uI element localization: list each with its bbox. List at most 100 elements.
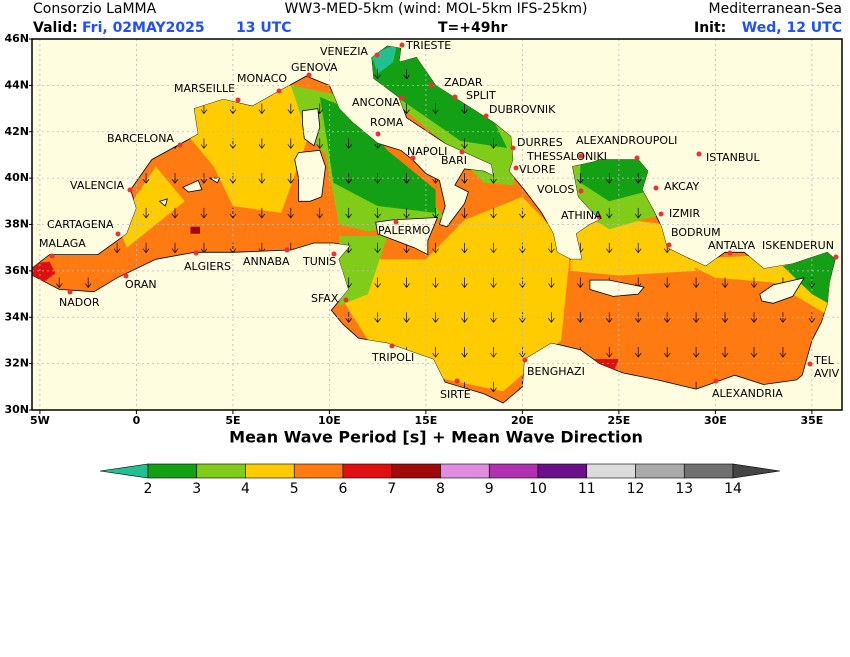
city-dot bbox=[306, 72, 312, 78]
direction-arrow bbox=[490, 277, 497, 289]
colorbar-bin bbox=[391, 463, 441, 479]
x-tick-label: 35E bbox=[800, 414, 823, 427]
direction-arrow bbox=[200, 138, 208, 149]
colorbar-label: 6 bbox=[339, 481, 348, 497]
wave-zone bbox=[371, 46, 397, 74]
city-label: ALGIERS bbox=[184, 260, 231, 273]
city-dot bbox=[331, 251, 337, 257]
city-dot bbox=[49, 253, 55, 259]
direction-arrow bbox=[258, 138, 266, 149]
city-dot bbox=[452, 94, 458, 100]
city-label: BARCELONA bbox=[107, 132, 174, 145]
city-label: THESSALONIKI bbox=[526, 150, 607, 163]
direction-arrow bbox=[605, 347, 613, 358]
city-label: DUBROVNIK bbox=[489, 103, 556, 116]
city-dot bbox=[727, 250, 733, 256]
city-label: ISTANBUL bbox=[706, 151, 760, 164]
direction-arrow bbox=[634, 207, 642, 219]
x-tick-label: 5W bbox=[30, 414, 50, 427]
direction-arrow bbox=[577, 312, 584, 323]
city-label: BENGHAZI bbox=[527, 365, 585, 378]
city-label: SPLIT bbox=[466, 89, 496, 102]
direction-arrow bbox=[548, 242, 555, 254]
wave-zone bbox=[319, 97, 436, 213]
colorbar-label: 3 bbox=[192, 481, 201, 497]
city-dot bbox=[127, 187, 133, 193]
y-tick-label: 34N bbox=[4, 310, 29, 323]
city-dot bbox=[115, 231, 121, 237]
colorbar-bin bbox=[147, 463, 198, 479]
city-label: ALEXANDROUPOLI bbox=[576, 134, 677, 147]
wave-zone bbox=[339, 196, 571, 392]
direction-arrow bbox=[490, 347, 497, 358]
city-label: VALENCIA bbox=[70, 179, 125, 192]
direction-arrow bbox=[432, 103, 439, 115]
city-label: ANNABA bbox=[243, 255, 290, 268]
x-tick-label: 10E bbox=[318, 414, 341, 427]
city-dot bbox=[410, 155, 416, 161]
direction-arrow bbox=[200, 207, 208, 219]
y-tick-label: 38N bbox=[4, 218, 29, 231]
island bbox=[158, 198, 168, 207]
colorbar-label: 5 bbox=[290, 481, 299, 497]
y-tick-label: 30N bbox=[4, 403, 29, 416]
city-dot bbox=[193, 250, 199, 256]
direction-arrow bbox=[663, 347, 671, 358]
city-dot bbox=[513, 165, 519, 171]
direction-arrow bbox=[403, 277, 410, 289]
colorbar-bin bbox=[586, 463, 636, 479]
city-dot bbox=[833, 254, 839, 260]
island bbox=[375, 217, 439, 256]
city-label: VENEZIA bbox=[320, 45, 368, 58]
map-title: Mean Wave Period [s] + Mean Wave Directi… bbox=[229, 428, 643, 447]
city-label: CARTAGENA bbox=[47, 218, 114, 231]
city-dot bbox=[399, 42, 405, 48]
colorbar-label: 11 bbox=[578, 481, 596, 497]
direction-arrow bbox=[287, 207, 295, 219]
colorbar-label: 8 bbox=[436, 481, 445, 497]
city-dot bbox=[67, 289, 73, 295]
direction-arrow bbox=[345, 138, 352, 149]
direction-arrow bbox=[403, 68, 410, 80]
island bbox=[181, 179, 203, 193]
x-tick-label: 0 bbox=[133, 414, 141, 427]
wave-zone bbox=[184, 85, 311, 213]
city-label: SIRTE bbox=[440, 388, 471, 401]
colorbar-bin bbox=[342, 463, 393, 479]
model: WW3-MED-5km (wind: MOL-5km IFS-25km) bbox=[285, 1, 588, 17]
direction-arrow bbox=[432, 242, 439, 254]
direction-arrow bbox=[374, 277, 381, 289]
city-label: TEL AVIV bbox=[814, 354, 840, 380]
direction-arrow bbox=[461, 347, 468, 358]
region: Mediterranean-Sea bbox=[709, 1, 843, 17]
direction-arrow bbox=[692, 347, 700, 358]
direction-arrow bbox=[490, 242, 497, 254]
wave-zones bbox=[32, 46, 836, 393]
city-label: ZADAR bbox=[444, 76, 483, 89]
city-label: ANCONA bbox=[352, 96, 400, 109]
direction-arrow bbox=[142, 173, 150, 184]
direction-arrow bbox=[55, 277, 63, 289]
direction-arrow bbox=[663, 277, 671, 289]
city-dot bbox=[634, 155, 640, 161]
city-label: AKCAY bbox=[664, 180, 699, 193]
direction-arrow bbox=[461, 277, 468, 289]
direction-arrow bbox=[605, 207, 613, 219]
colorbar-bin bbox=[683, 463, 734, 479]
city-dot bbox=[653, 185, 659, 191]
colorbar-label: 2 bbox=[144, 481, 153, 497]
x-tick-label: 20E bbox=[511, 414, 534, 427]
colorbar-bin bbox=[293, 463, 344, 479]
city-dot bbox=[235, 97, 241, 103]
colorbar-bin bbox=[488, 463, 539, 479]
city-label: MALAGA bbox=[39, 237, 86, 250]
city-dot bbox=[123, 273, 129, 279]
y-tick-label: 36N bbox=[4, 264, 29, 277]
city-label: TUNIS bbox=[302, 255, 336, 268]
direction-arrow bbox=[750, 277, 758, 289]
direction-arrow bbox=[171, 207, 179, 219]
map bbox=[32, 39, 842, 410]
city-label: ANTALYA bbox=[708, 239, 756, 252]
city-dot bbox=[393, 219, 399, 225]
city-dot bbox=[428, 82, 434, 88]
